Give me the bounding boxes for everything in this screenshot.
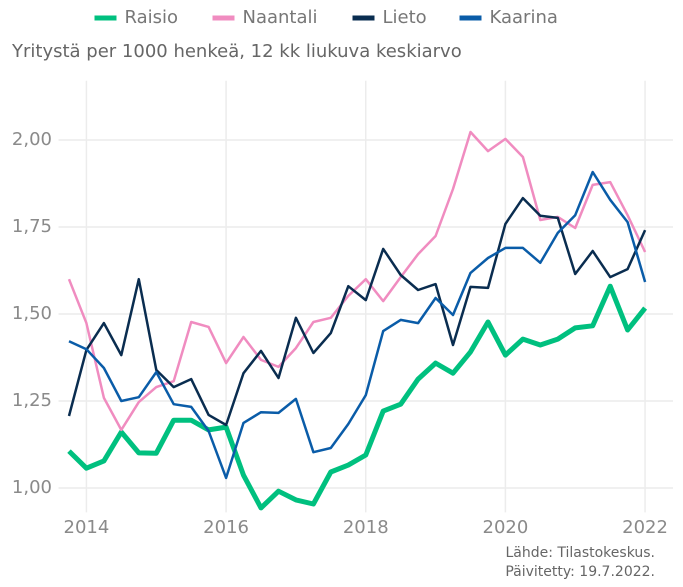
line	[67, 196, 647, 427]
caption: Päivitetty: 19.7.2022.	[505, 564, 655, 580]
x-tick-label: 2014	[64, 517, 110, 538]
y-tick-label: 2,00	[12, 129, 52, 150]
x-tick-label: 2018	[343, 517, 389, 538]
legend-label: Raisio	[125, 7, 179, 28]
x-tick-label: 2022	[622, 517, 668, 538]
x-tick-label: 2016	[203, 517, 249, 538]
subtitle: Yritystä per 1000 henkeä, 12 kk liukuva …	[11, 41, 462, 62]
legend-label: Kaarina	[490, 7, 558, 28]
legend-label: Lieto	[383, 7, 427, 28]
y-tick-label: 1,50	[12, 303, 52, 324]
line	[67, 130, 647, 432]
y-tick-label: 1,25	[12, 390, 52, 411]
line	[68, 170, 647, 480]
legend-label: Naantali	[243, 7, 318, 28]
x-tick-label: 2020	[483, 517, 529, 538]
y-tick-label: 1,75	[12, 216, 52, 237]
line	[67, 283, 648, 511]
y-tick-label: 1,00	[12, 477, 52, 498]
caption: Lähde: Tilastokeskus.	[505, 545, 655, 561]
